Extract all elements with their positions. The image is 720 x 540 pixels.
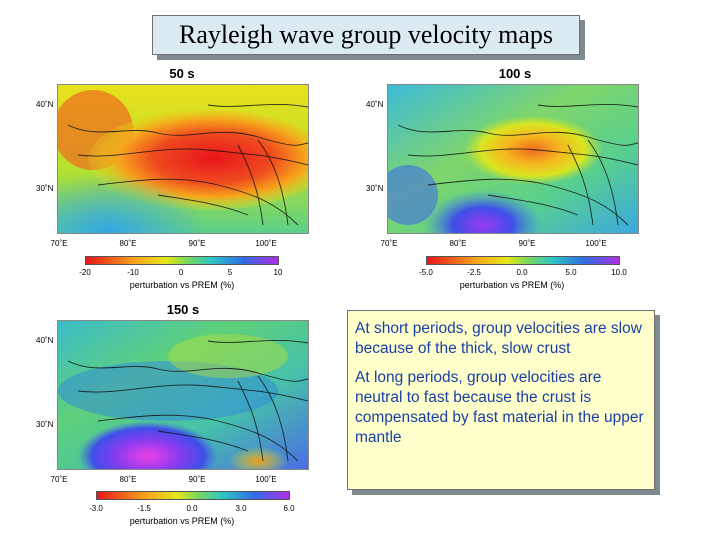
note-long-periods: At long periods, group velocities are ne… bbox=[355, 369, 644, 446]
map-100s-colorbar-tick: -5.0 bbox=[419, 268, 433, 277]
map-100s-colorbar-label: perturbation vs PREM (%) bbox=[459, 280, 565, 290]
map-150s-colorbar-tick: 3.0 bbox=[235, 504, 247, 513]
map-100s-title: 100 s bbox=[498, 66, 532, 81]
map-50s-colorbar-tick: -10 bbox=[127, 268, 139, 277]
map-50s-lon-label: 70˚E bbox=[50, 239, 68, 248]
map-50s-colorbar bbox=[85, 256, 279, 265]
map-150s-colorbar-tick: -1.5 bbox=[137, 504, 151, 513]
map-150s-lon-label: 90˚E bbox=[188, 475, 206, 484]
map-50s-colorbar-tick: 0 bbox=[178, 268, 184, 277]
map-50s-lon-label: 90˚E bbox=[188, 239, 206, 248]
map-150s-colorbar-label: perturbation vs PREM (%) bbox=[129, 516, 235, 526]
map-50s-lon-label: 100˚E bbox=[255, 239, 277, 248]
map-100s-lon-label: 100˚E bbox=[585, 239, 607, 248]
map-150s-lat-label: 40˚N bbox=[36, 336, 54, 345]
map-50s bbox=[57, 84, 309, 234]
map-50s-lat-label: 30˚N bbox=[36, 184, 54, 193]
map-100s-colorbar-tick: 10.0 bbox=[611, 268, 627, 277]
map-50s-colorbar-label: perturbation vs PREM (%) bbox=[129, 280, 235, 290]
map-150s-lon-label: 80˚E bbox=[119, 475, 137, 484]
map-50s-title: 50 s bbox=[169, 66, 195, 81]
map-50s-colorbar-tick: 10 bbox=[273, 268, 283, 277]
notes-box: At short periods, group velocities are s… bbox=[347, 310, 655, 490]
note-short-periods: At short periods, group velocities are s… bbox=[355, 320, 642, 357]
slide-title-box: Rayleigh wave group velocity maps bbox=[152, 15, 580, 55]
map-100s-colorbar-tick: 5.0 bbox=[565, 268, 577, 277]
slide-title: Rayleigh wave group velocity maps bbox=[178, 20, 554, 49]
map-50s-colorbar-tick: 5 bbox=[227, 268, 233, 277]
map-150s-colorbar-tick: 0.0 bbox=[186, 504, 198, 513]
map-150s-lon-label: 70˚E bbox=[50, 475, 68, 484]
map-100s-lon-label: 80˚E bbox=[449, 239, 467, 248]
map-100s-lat-label: 40˚N bbox=[366, 100, 384, 109]
map-150s-lat-label: 30˚N bbox=[36, 420, 54, 429]
map-100s-colorbar-tick: -2.5 bbox=[467, 268, 481, 277]
map-150s-lon-label: 100˚E bbox=[255, 475, 277, 484]
map-100s-lon-label: 90˚E bbox=[518, 239, 536, 248]
map-50s-lat-label: 40˚N bbox=[36, 100, 54, 109]
map-100s-colorbar bbox=[426, 256, 620, 265]
map-100s bbox=[387, 84, 639, 234]
map-150s-title: 150 s bbox=[166, 302, 200, 317]
map-100s-colorbar-tick: 0.0 bbox=[516, 268, 528, 277]
map-150s-colorbar-tick: 6.0 bbox=[283, 504, 295, 513]
map-100s-lat-label: 30˚N bbox=[366, 184, 384, 193]
map-150s bbox=[57, 320, 309, 470]
map-150s-colorbar bbox=[96, 491, 290, 500]
map-50s-colorbar-tick: -20 bbox=[79, 268, 91, 277]
map-50s-lon-label: 80˚E bbox=[119, 239, 137, 248]
map-100s-lon-label: 70˚E bbox=[380, 239, 398, 248]
map-150s-colorbar-tick: -3.0 bbox=[89, 504, 103, 513]
